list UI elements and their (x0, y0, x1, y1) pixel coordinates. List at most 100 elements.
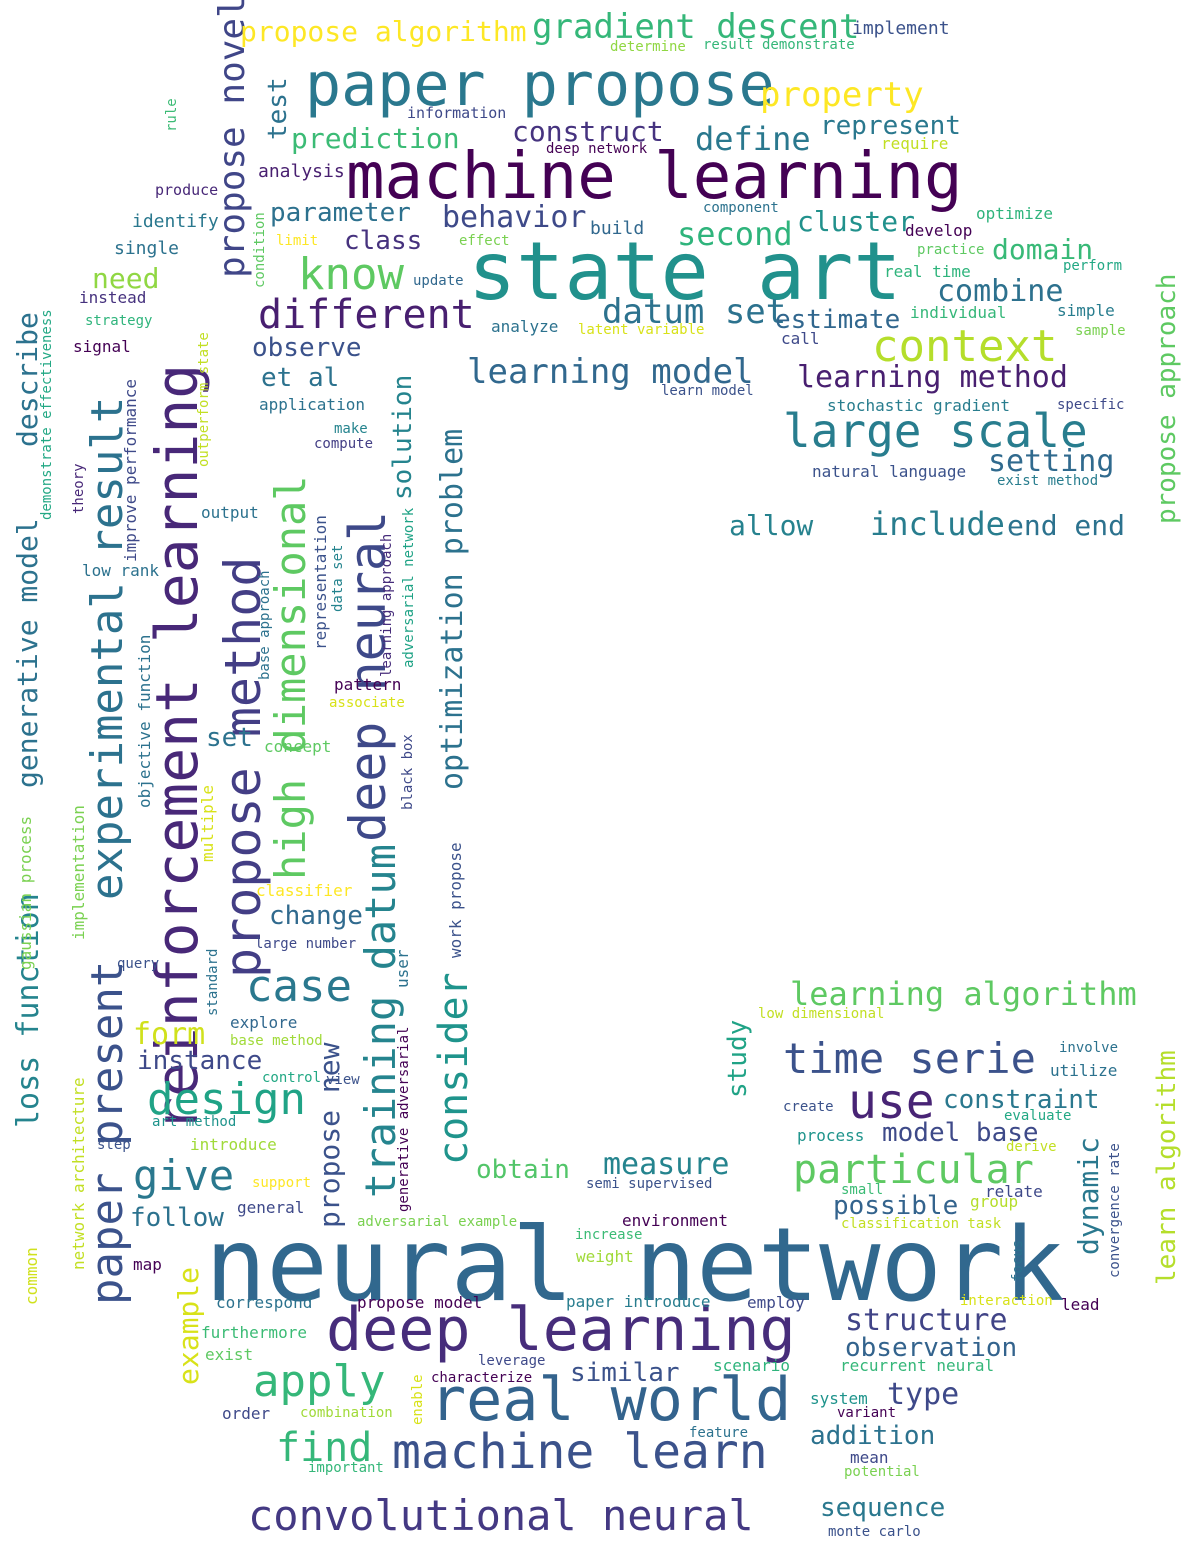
word-black-box: black box (400, 734, 416, 810)
word-implement: implement (852, 18, 950, 39)
word-furthermore: furthermore (201, 1323, 307, 1342)
word-result-demonstrate: result demonstrate (703, 37, 855, 53)
word-exist-method: exist method (997, 473, 1099, 489)
word-low-rank: low rank (82, 561, 160, 580)
word-addition: addition (810, 1421, 936, 1451)
word-output: output (201, 503, 259, 522)
word-paper-introduce: paper introduce (566, 1292, 711, 1311)
word-machine-learning: machine learning (346, 140, 963, 214)
word-et-al: et al (261, 363, 340, 393)
word-potential: potential (844, 1464, 920, 1480)
word-real-world: real world (430, 1365, 792, 1435)
word-paper-present: paper present (82, 960, 133, 1305)
word-second: second (677, 215, 793, 253)
word-allow: allow (729, 509, 814, 542)
word-instead: instead (79, 288, 147, 307)
word-consider: consider (431, 972, 477, 1165)
word-condition: condition (252, 212, 268, 288)
word-evaluate: evaluate (1004, 1108, 1072, 1124)
word-property: property (760, 75, 924, 115)
word-monte-carlo: monte carlo (828, 1524, 921, 1540)
word-data-set: data set (330, 544, 346, 612)
word-structure: structure (845, 1303, 1008, 1338)
word-simple: simple (1057, 301, 1115, 320)
word-machine-learn: machine learn (392, 1424, 768, 1480)
word-semi-supervised: semi supervised (586, 1176, 713, 1192)
word-convergence-rate: convergence rate (1107, 1143, 1123, 1278)
word-control: control (262, 1070, 322, 1086)
word-call: call (781, 329, 820, 348)
word-real-time: real time (884, 262, 971, 281)
word-type: type (887, 1377, 960, 1412)
word-recurrent-neural: recurrent neural (840, 1356, 995, 1375)
word-view: view (326, 1072, 360, 1088)
word-individual: individual (910, 303, 1007, 322)
word-classifier: classifier (256, 881, 353, 900)
word-gaussian-process: gaussian process (16, 815, 35, 970)
word-measure: measure (603, 1147, 730, 1182)
word-classification-task: classification task (841, 1216, 1002, 1232)
word-improve-performance: improve performance (121, 378, 140, 562)
word-derive: derive (1006, 1139, 1057, 1155)
word-time-serie: time serie (783, 1034, 1036, 1083)
word-design: design (147, 1074, 306, 1125)
word-relate: relate (985, 1182, 1043, 1201)
word-learn-algorithm: learn algorithm (1152, 1050, 1182, 1285)
word-order: order (222, 1404, 271, 1423)
word-utilize: utilize (1050, 1061, 1118, 1080)
word-natural-language: natural language (812, 462, 967, 481)
word-deep-learning: deep learning (326, 1295, 796, 1365)
word-single: single (114, 238, 180, 259)
word-interaction: interaction (960, 1293, 1053, 1309)
word-implementation: implementation (69, 805, 88, 940)
word-involve: involve (1059, 1040, 1119, 1056)
word-gradient-descent: gradient descent (532, 7, 860, 47)
word-different: different (258, 292, 475, 338)
word-demonstrate-effectiveness: demonstrate effectiveness (39, 309, 55, 520)
word-sequence: sequence (820, 1493, 946, 1523)
word-adversarial-example: adversarial example (357, 1214, 518, 1230)
word-multiple: multiple (198, 784, 217, 862)
word-generative-adversarial: generative adversarial (396, 1026, 412, 1212)
word-base-method: base method (230, 1033, 323, 1049)
word-correspond: correspond (216, 1293, 313, 1312)
word-enable: enable (410, 1374, 426, 1425)
word-latent-variable: latent variable (578, 322, 705, 338)
word-combine: combine (937, 274, 1064, 309)
word-generative-model: generative model (11, 518, 44, 788)
word-build: build (590, 218, 645, 239)
word-feature: feature (689, 1425, 749, 1441)
word-objective-function: objective function (135, 634, 154, 808)
word-general: general (237, 1198, 305, 1217)
word-convolutional-neural: convolutional neural (248, 1491, 754, 1540)
word-analysis: analysis (258, 161, 345, 182)
word-use: use (848, 1074, 935, 1130)
word-step: step (97, 1137, 131, 1153)
word-small: small (841, 1182, 884, 1198)
word-produce: produce (155, 181, 219, 199)
word-learn-model: learn model (661, 383, 754, 399)
word-common: common (22, 1247, 41, 1305)
word-practice: practice (917, 242, 985, 258)
word-increase: increase (575, 1227, 643, 1243)
word-constraint: constraint (943, 1085, 1100, 1115)
word-mean: mean (850, 1448, 889, 1467)
word-define: define (695, 120, 811, 158)
word-observation: observation (845, 1333, 1018, 1363)
word-create: create (783, 1099, 834, 1115)
word-include: include (870, 505, 1005, 543)
word-employ: employ (747, 1293, 805, 1312)
word-deep-network: deep network (546, 141, 648, 157)
word-information: information (407, 104, 507, 122)
word-optimization-problem: optimization problem (435, 428, 470, 790)
word-make: make (334, 421, 368, 437)
word-represent: represent (820, 111, 961, 141)
word-estimate: estimate (775, 305, 901, 335)
word-application: application (259, 395, 365, 414)
word-rule: rule (164, 98, 180, 132)
word-variant: variant (837, 1405, 897, 1421)
word-query: query (117, 956, 160, 972)
word-standard: standard (205, 948, 221, 1016)
word-sample: sample (1075, 323, 1126, 339)
word-update: update (413, 273, 464, 289)
